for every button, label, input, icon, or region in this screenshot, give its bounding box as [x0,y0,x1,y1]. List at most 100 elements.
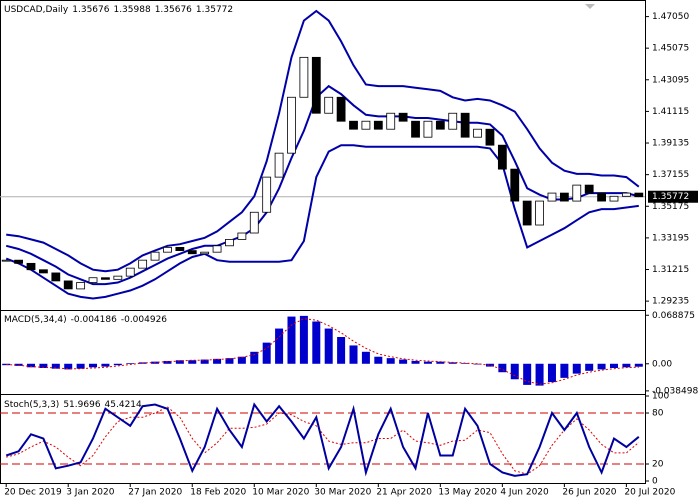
macd-bar [399,359,408,364]
candle [51,272,61,282]
candle [597,192,606,202]
candle [262,176,272,213]
candle [212,245,222,253]
macd-bar [275,328,284,364]
macd-bar [374,356,383,364]
macd-bar [39,363,48,368]
y-tick-label: 1.39135 [652,139,689,149]
y-tick-label: 1.35175 [652,202,689,212]
macd-bar [423,361,432,364]
candle [584,184,594,194]
candle [113,275,123,280]
macd-bar [324,328,333,364]
macd-bar [597,363,606,370]
y-tick-label: 100 [652,392,669,402]
x-tick-label: 27 Jan 2020 [128,488,182,498]
y-tick-label: 0 [652,477,658,487]
macd-bar [250,351,259,364]
y-tick-label: 1.29235 [652,297,689,307]
candle [473,128,482,138]
macd-bar [76,363,85,369]
y-tick-label: 1.31215 [652,265,689,275]
x-tick-label: 20 Jul 2020 [624,488,675,498]
title-part: USDCAD,Daily [4,5,69,15]
macd-bar [175,360,184,364]
macd-bar [361,351,370,364]
candle [39,269,48,274]
macd-bar [200,359,209,364]
macd-bar [436,361,445,364]
macd-bar [126,363,135,364]
macd-bar [485,363,494,367]
x-tick-label: 3 Jan 2020 [66,488,114,498]
y-tick-label: 1.37155 [652,170,689,180]
macd-bar [51,363,60,369]
candle [510,168,520,202]
title-part: 1.35988 [113,5,150,15]
y-tick-label: 0.00 [652,359,672,369]
macd-bar [585,363,594,371]
candle [287,96,296,154]
macd-bar [237,356,246,364]
y-tick-label: 1.41115 [652,107,689,117]
panel-title: USDCAD,Daily 1.35676 1.35988 1.35676 1.35772 [4,5,233,15]
macd-bar [225,358,234,364]
candle [497,144,507,170]
macd-bar [386,358,395,364]
candle [101,277,110,280]
macd-bar [411,360,420,364]
candle [76,282,86,290]
panel-title: Stoch(5,3,3) 51.9696 45.4214 [4,400,142,410]
macd-bar [312,321,321,364]
candle [63,280,73,290]
macd-bar [113,363,122,366]
candle [88,277,98,283]
macd-bar [498,363,507,373]
stoch-k-line [5,402,640,477]
candle [187,250,197,255]
title-part: 1.35772 [196,5,233,15]
x-tick-label: 4 Jun 2020 [500,488,549,498]
candle [435,120,445,130]
candle [175,246,185,251]
macd-bar [572,363,581,374]
candle [411,120,420,138]
macd-bar [27,363,36,368]
candle [559,192,569,202]
macd-bar [634,363,643,367]
candle [398,112,408,122]
x-tick-label: 20 Dec 2019 [4,488,62,498]
candle [621,192,631,197]
panel-title: MACD(5,34,4) -0.004186 -0.004926 [4,315,167,325]
candle [1,259,11,262]
candle [150,251,160,261]
candle [324,96,334,114]
band-line [5,84,640,286]
candle [237,232,247,240]
macd-bar [64,363,73,370]
y-tick-label: 1.33195 [652,233,689,243]
y-tick-label: 1.47050 [652,12,689,22]
band-line [5,144,639,300]
y-tick-label: 1.45075 [652,44,689,54]
macd-bar [101,363,110,367]
title-part: MACD(5,34,4) [4,315,67,325]
scroll-icon [585,4,595,9]
title-part: 45.4214 [105,400,142,410]
x-tick-label: 30 Mar 2020 [314,488,371,498]
title-part: 1.35676 [155,5,192,15]
macd-bar [535,363,544,386]
y-tick-label: 20 [652,460,664,470]
macd-bar [337,337,346,364]
macd-bar [287,316,296,364]
candle [522,200,532,226]
candle [26,262,36,271]
candle [373,120,383,130]
y-tick-label: 0.068875 [652,311,695,321]
candle [423,120,433,138]
macd-bar [188,360,197,364]
macd-bar [547,363,556,383]
macd-bar [262,342,271,364]
candle [311,56,321,114]
